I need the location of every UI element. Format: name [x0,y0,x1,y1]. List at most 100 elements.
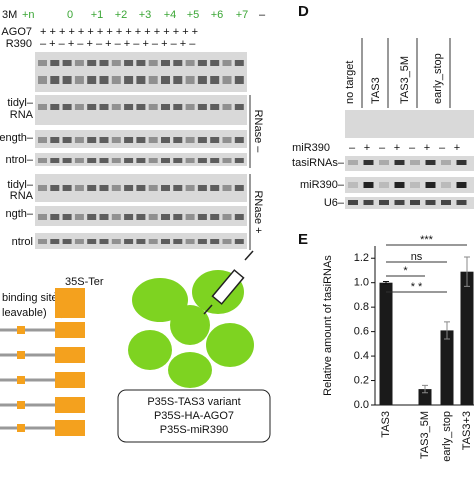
band [410,182,420,188]
band [210,60,220,66]
sign: + [454,142,460,154]
band [148,60,158,66]
gel [345,110,474,138]
band [173,104,183,110]
band [173,214,183,220]
band [185,104,195,110]
band [222,104,232,110]
terminator-box [55,372,85,388]
lane-label: +1 [91,9,104,21]
column-label: TAS3 [370,77,382,104]
band [99,239,109,244]
band [74,76,84,84]
band [62,185,72,191]
band [111,214,121,220]
band [197,137,207,143]
band [173,158,183,163]
band [38,158,47,163]
band [124,60,134,66]
blot-label: ength– [0,132,34,144]
blot-label: ngth– [5,208,33,220]
construct-text: P35S-HA-AGO7 [154,410,234,422]
band [99,76,109,84]
y-tick-label: 0.4 [354,350,369,362]
band [161,104,170,110]
x-tick-label: TAS3_5M [419,411,431,459]
band [136,104,146,110]
lane-label: +3 [139,9,152,21]
band [38,137,47,143]
band [87,185,97,191]
band [185,158,195,163]
band [136,185,146,191]
site-box [17,351,25,359]
band [234,76,244,84]
band [441,160,451,165]
band [87,76,97,84]
band [111,104,121,110]
y-tick-label: 0.6 [354,326,369,338]
construct-text: P35S-TAS3 variant [147,396,240,408]
band [234,185,244,191]
band [379,160,389,165]
band [210,76,220,84]
sig-label: ns [411,251,423,263]
error-bar [383,280,389,285]
band [185,60,195,66]
bar [460,271,474,405]
error-bar [422,384,428,394]
band [222,60,232,66]
band [124,214,134,220]
terminator-label: 35S-Ter [65,276,104,288]
band [50,185,60,191]
band [111,60,121,66]
band [456,160,467,165]
band [197,158,207,163]
band [161,158,170,163]
terminator-box [55,397,85,413]
blot-label: ntrol [12,236,33,248]
band [124,185,134,191]
y-tick-label: 1.2 [354,252,369,264]
band [185,137,195,143]
band [379,200,389,205]
band [148,239,158,244]
band [74,239,84,244]
band [222,185,232,191]
band [222,158,232,163]
band [222,76,232,84]
row-label: R390 [6,38,32,50]
band [394,182,405,188]
y-axis-title: Relative amount of tasiRNAs [322,255,334,396]
band [136,137,146,143]
band [185,76,195,84]
sign: – [409,142,416,154]
band [62,76,72,84]
band [425,200,436,205]
band [210,214,220,220]
band [348,182,358,188]
band [38,214,47,220]
row-signs: + + + + + + + + + + + + + + + + + [40,26,198,38]
band [363,182,374,188]
terminator-box [55,420,85,436]
error-bar [464,256,470,287]
terminator-box [55,322,85,338]
band [124,158,134,163]
band [50,76,60,84]
terminator-box [55,347,85,363]
band [38,60,47,66]
y-tick-label: 0.2 [354,374,369,386]
band [441,182,451,188]
band [38,76,47,84]
bar [418,389,432,405]
band [394,200,405,205]
gel [35,52,247,92]
band [185,185,195,191]
band [111,239,121,244]
band [173,185,183,191]
band [87,239,97,244]
band [173,60,183,66]
band [185,239,195,244]
y-tick-label: 1.0 [354,277,369,289]
